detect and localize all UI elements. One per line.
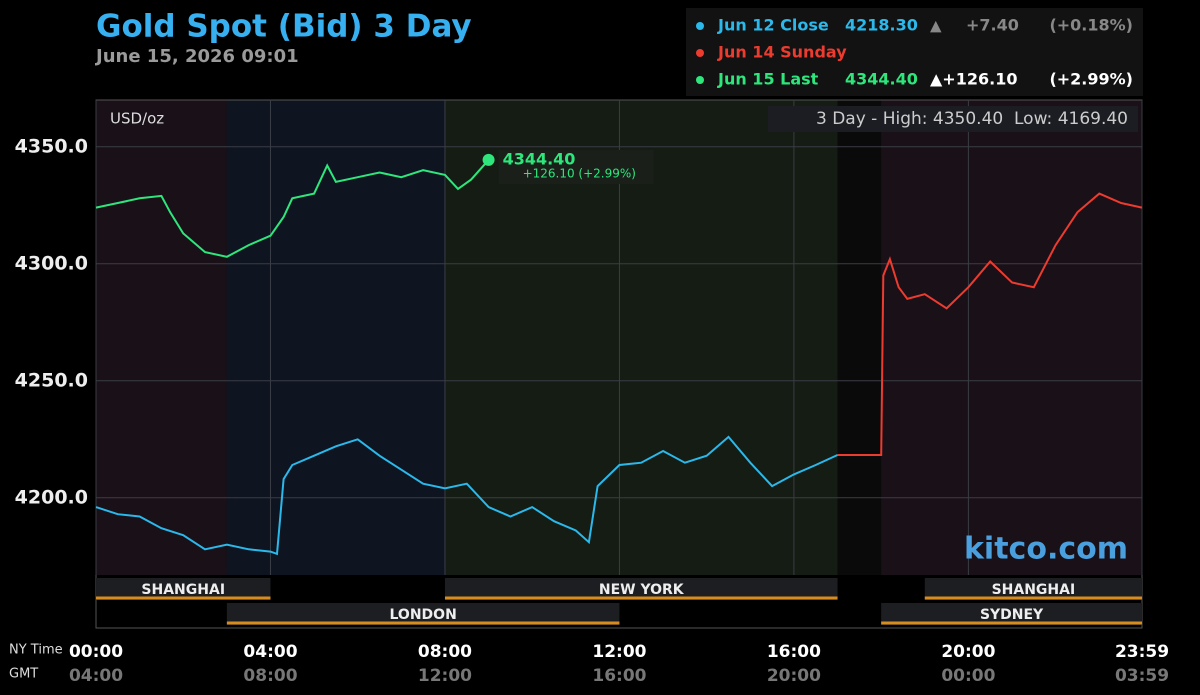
session-label: NEW YORK (599, 582, 685, 598)
legend-marker (696, 76, 704, 84)
legend-label: Jun 12 Close (717, 16, 829, 35)
gmt-tick-label: 04:00 (69, 666, 123, 686)
legend-arrow: ▲ (930, 17, 942, 35)
session-strip (444, 578, 838, 600)
session-strip (96, 578, 271, 600)
session-shade (837, 100, 882, 575)
session-label: SHANGHAI (141, 582, 225, 598)
x-tick-label: 12:00 (592, 642, 646, 662)
session-strip (881, 603, 1142, 625)
x-row-label: GMT (9, 667, 38, 682)
gmt-tick-label: 20:00 (767, 666, 821, 686)
chart-subtitle: June 15, 2026 09:01 (94, 46, 299, 67)
gmt-tick-label: 00:00 (941, 666, 995, 686)
legend-last: 4344.40 (845, 70, 918, 89)
x-row-label: NY Time (9, 643, 63, 658)
y-tick-label: 4200.0 (15, 486, 88, 508)
x-tick-label: 04:00 (243, 642, 297, 662)
legend-last: 4218.30 (845, 16, 918, 35)
x-tick-label: 23:59 (1115, 642, 1169, 662)
x-tick-label: 16:00 (767, 642, 821, 662)
series-line (95, 159, 490, 258)
session-strip (226, 603, 620, 625)
gmt-tick-label: 12:00 (418, 666, 472, 686)
legend-label: Jun 14 Sunday (717, 43, 847, 62)
gmt-tick-label: 03:59 (1115, 666, 1169, 686)
annotation-bg (498, 150, 654, 184)
annotation-change: +126.10 (+2.99%) (523, 167, 636, 181)
x-tick-label: 20:00 (941, 642, 995, 662)
legend-change: ▲+126.10 (930, 70, 1017, 89)
series-line (95, 435, 838, 556)
annotation-price: 4344.40 (503, 150, 576, 169)
legend-box (686, 8, 1143, 96)
x-tick-label: 00:00 (69, 642, 123, 662)
session-label: SYDNEY (980, 607, 1044, 623)
session-shade (96, 100, 227, 575)
chart-title: Gold Spot (Bid) 3 Day (96, 9, 472, 45)
x-tick-label: 08:00 (418, 642, 472, 662)
legend-label: Jun 15 Last (717, 70, 819, 89)
session-label: SHANGHAI (992, 582, 1076, 598)
range-note: 3 Day - High: 4350.40 Low: 4169.40 (816, 109, 1128, 129)
y-tick-label: 4300.0 (15, 252, 88, 274)
watermark: kitco.com (964, 532, 1128, 567)
session-shade (881, 100, 1142, 575)
series-line (837, 192, 1143, 456)
legend-change-pct: (+0.18%) (1049, 16, 1133, 35)
legend-marker (696, 49, 704, 57)
session-strip (924, 578, 1142, 600)
legend-change: +7.40 (966, 16, 1019, 35)
y-unit: USD/oz (110, 110, 164, 128)
range-note-bg (768, 106, 1138, 132)
y-tick-label: 4250.0 (15, 369, 88, 391)
last-point (482, 153, 495, 166)
gmt-tick-label: 08:00 (243, 666, 297, 686)
session-label: LONDON (390, 607, 457, 623)
gmt-tick-label: 16:00 (592, 666, 646, 686)
legend-marker (696, 22, 704, 30)
y-tick-label: 4350.0 (15, 135, 88, 157)
legend-change-pct: (+2.99%) (1049, 70, 1133, 89)
session-shade (226, 100, 445, 575)
